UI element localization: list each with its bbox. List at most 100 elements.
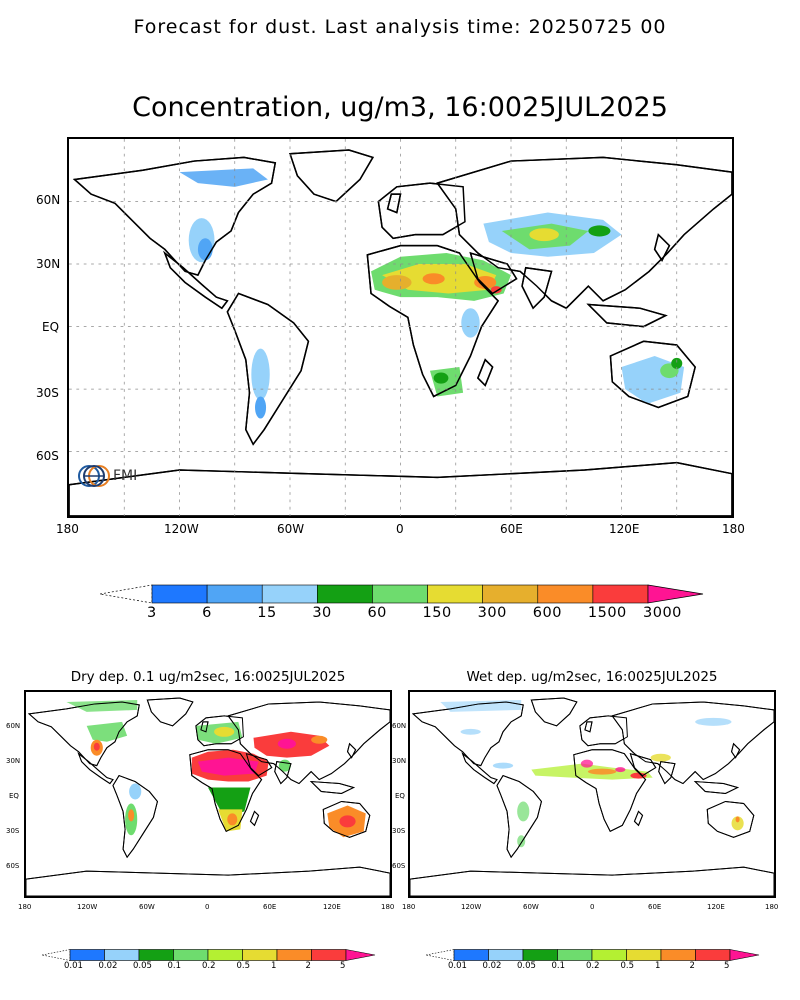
lon-label: 120W	[461, 903, 482, 911]
main-colorbar-swatches	[100, 584, 704, 604]
colorbar-label: 0.1	[167, 961, 182, 971]
colorbar-swatch	[537, 584, 594, 604]
colorbar-swatch	[311, 949, 347, 961]
lon-label: 120W	[77, 903, 98, 911]
colorbar-label: 30	[312, 605, 332, 621]
colorbar-label: 1	[655, 961, 661, 971]
colorbar-swatch	[104, 949, 140, 961]
lat-label: 30N	[36, 257, 61, 271]
colorbar-swatch	[173, 949, 209, 961]
colorbar-label: 5	[724, 961, 730, 971]
lon-label: 120E	[707, 903, 725, 911]
wet-deposition-map	[408, 690, 776, 898]
lon-label: 180	[381, 903, 395, 911]
colorbar-swatch	[522, 949, 558, 961]
dry-map-title: Dry dep. 0.1 ug/m2sec, 16:0025JUL2025	[70, 669, 346, 685]
lat-label: 60N	[6, 722, 21, 730]
colorbar-swatch	[626, 949, 662, 961]
main-map-title: Concentration, ug/m3, 16:0025JUL2025	[132, 92, 668, 123]
colorbar-label: 3000	[643, 605, 682, 621]
main-colorbar: 3 6 15 30 60 150 300 600 1500 3000	[100, 584, 705, 624]
lat-label: 30N	[392, 757, 407, 765]
colorbar-swatch	[206, 584, 263, 604]
colorbar-swatch	[242, 949, 278, 961]
dry-colorbar-swatches	[42, 949, 376, 961]
lon-label: 0	[396, 522, 404, 536]
colorbar-swatch	[261, 584, 318, 604]
lat-label: 30S	[392, 827, 406, 835]
lon-label: 60W	[277, 522, 305, 536]
lon-label: 180	[56, 522, 79, 536]
lon-label: 60W	[523, 903, 539, 911]
colorbar-swatch	[453, 949, 489, 961]
colorbar-label: 0.01	[448, 961, 467, 971]
wet-colorbar-swatches	[426, 949, 760, 961]
fmi-logo-text: FMI	[113, 468, 138, 484]
colorbar-label: 60	[367, 605, 387, 621]
colorbar-label: 0.1	[551, 961, 566, 971]
lat-label: 60S	[6, 862, 20, 870]
colorbar-label: 15	[257, 605, 277, 621]
main-map: FMI	[67, 137, 734, 518]
lon-label: 180	[18, 903, 32, 911]
colorbar-label: 1500	[587, 605, 627, 621]
colorbar-label: 600	[532, 605, 562, 621]
colorbar-label: 5	[340, 961, 346, 971]
colorbar-swatch	[317, 584, 373, 604]
colorbar-label: 0.2	[586, 961, 600, 971]
colorbar-swatch	[276, 949, 312, 961]
lat-label: EQ	[9, 792, 19, 800]
lon-label: 60W	[139, 903, 155, 911]
fmi-logo-icon	[78, 465, 110, 487]
lon-label: 60E	[263, 903, 277, 911]
colorbar-label: 0.2	[202, 961, 216, 971]
lon-label: 180	[722, 522, 745, 536]
colorbar-swatch	[488, 949, 524, 961]
lat-label: EQ	[42, 320, 60, 334]
lon-label: 0	[590, 903, 595, 911]
colorbar-label: 3	[147, 605, 157, 621]
colorbar-swatch	[372, 584, 428, 604]
colorbar-swatch	[427, 584, 483, 604]
colorbar-swatch	[557, 949, 593, 961]
colorbar-label: 0.5	[236, 961, 251, 971]
colorbar-swatch	[69, 949, 105, 961]
colorbar-swatch	[591, 949, 627, 961]
colorbar-label: 6	[202, 605, 212, 621]
colorbar-swatch	[695, 949, 731, 961]
colorbar-label: 0.02	[482, 961, 502, 971]
colorbar-swatch	[660, 949, 696, 961]
wet-colorbar: 0.01 0.02 0.05 0.1 0.2 0.5 1 2 5	[426, 949, 760, 975]
colorbar-label: 300	[477, 605, 507, 621]
colorbar-label: 0.05	[133, 961, 152, 971]
lat-label: 30S	[6, 827, 20, 835]
fmi-logo: FMI	[77, 459, 157, 495]
lat-label: EQ	[395, 792, 405, 800]
lon-label: 180	[402, 903, 416, 911]
colorbar-swatch	[482, 584, 539, 604]
forecast-header: Forecast for dust. Last analysis time: 2…	[133, 16, 667, 38]
lon-label: 120W	[164, 522, 199, 536]
lat-label: 60S	[392, 862, 406, 870]
lon-label: 180	[765, 903, 779, 911]
lon-label: 60E	[648, 903, 662, 911]
lat-label: 60N	[392, 722, 407, 730]
colorbar-label: 0.5	[620, 961, 635, 971]
lon-label: 0	[205, 903, 210, 911]
dry-deposition-map	[24, 690, 392, 898]
colorbar-label: 0.01	[64, 961, 83, 971]
lon-label: 60E	[500, 522, 523, 536]
colorbar-label: 150	[422, 605, 452, 621]
lat-label: 30S	[36, 386, 59, 400]
colorbar-label: 1	[271, 961, 277, 971]
lon-label: 120E	[323, 903, 341, 911]
lat-label: 60S	[36, 449, 59, 463]
colorbar-swatch	[138, 949, 174, 961]
wet-map-title: Wet dep. ug/m2sec, 16:0025JUL2025	[466, 669, 718, 685]
colorbar-swatch	[207, 949, 243, 961]
colorbar-label: 0.05	[517, 961, 536, 971]
colorbar-swatch	[151, 584, 208, 604]
lat-label: 60N	[36, 193, 61, 207]
colorbar-label: 2	[689, 961, 695, 971]
lat-label: 30N	[6, 757, 21, 765]
